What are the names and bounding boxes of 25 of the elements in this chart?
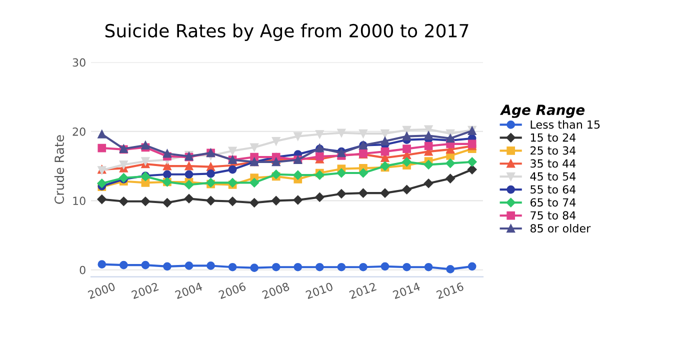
x-tick-label: 2002 — [131, 282, 159, 300]
legend-label: 75 to 84 — [530, 211, 576, 220]
x-tick-label: 2016 — [436, 282, 464, 300]
y-axis-title: Crude Rate — [54, 135, 64, 204]
x-tick-label: 2014 — [392, 282, 421, 300]
legend-label: 45 to 54 — [530, 172, 576, 181]
legend-label: Less than 15 — [530, 120, 600, 129]
x-tick-label: 2008 — [262, 282, 290, 300]
y-tick-label: 30 — [72, 58, 86, 67]
chart-title: Suicide Rates by Age from 2000 to 2017 — [105, 24, 468, 42]
x-tick-label: 2010 — [305, 282, 334, 300]
legend-label: 85 or older — [530, 224, 591, 233]
x-tick-label: 2012 — [348, 282, 377, 300]
legend-label: 25 to 34 — [530, 146, 576, 155]
legend-label: 55 to 64 — [530, 185, 576, 194]
legend-label: 15 to 24 — [530, 133, 576, 142]
legend-label: 35 to 44 — [530, 159, 576, 168]
y-tick-label: 20 — [72, 127, 86, 136]
x-tick-label: 2006 — [218, 282, 246, 300]
legend-title: Age Range — [500, 104, 585, 118]
y-tick-label: 10 — [73, 196, 86, 206]
y-tick-label: 0 — [80, 266, 86, 274]
legend-label: 65 to 74 — [530, 198, 576, 207]
x-tick-label: 2000 — [88, 282, 116, 300]
x-tick-label: 2004 — [174, 282, 203, 300]
